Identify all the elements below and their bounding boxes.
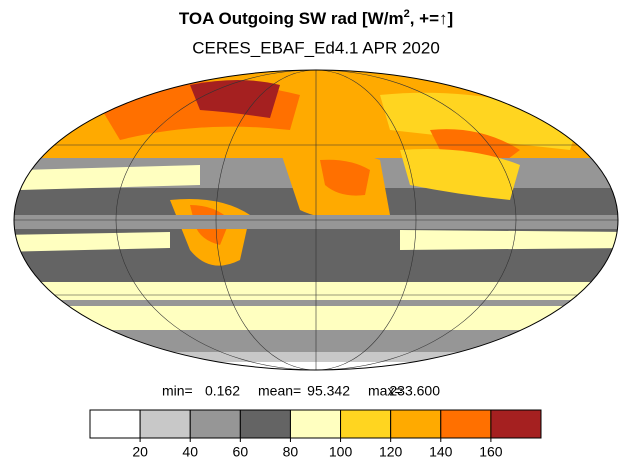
color-box [340,409,392,439]
map-outline [13,69,619,371]
color-box [440,409,492,439]
tick-label: 60 [233,444,249,460]
stats: min= 0.162 mean= 95.342 max=233.600 [162,383,440,399]
tick-label: 160 [479,444,503,460]
tick-label: 120 [379,444,403,460]
color-box [189,409,241,439]
tick-label: 80 [283,444,299,460]
subtitle: CERES_EBAF_Ed4.1 APR 2020 [192,38,440,57]
color-box [289,409,342,439]
colorbar: 20 40 60 80 100 120 140 160 [89,409,542,460]
tick-label: 100 [329,444,353,460]
title: TOA Outgoing SW rad [W/m2, +=↑] [179,8,453,29]
color-box [390,409,442,439]
stat-label: max= [368,383,403,399]
stat-label: mean= [258,383,301,399]
stat-value: 0.162 [205,383,240,399]
color-box [239,409,291,439]
tick-label: 40 [182,444,198,460]
title-rest: , +=↑] [410,9,453,28]
title-text: TOA Outgoing SW rad [W/m [179,9,404,28]
stat-label: min= [162,383,193,399]
tick-label: 140 [429,444,453,460]
tick-label: 20 [132,444,148,460]
stat-value: 233.600 [389,383,440,399]
color-box [490,409,542,439]
title-sup: 2 [404,8,410,20]
color-box [139,409,191,439]
color-box [89,409,141,439]
map-field [14,70,618,370]
stat-value: 95.342 [307,383,350,399]
